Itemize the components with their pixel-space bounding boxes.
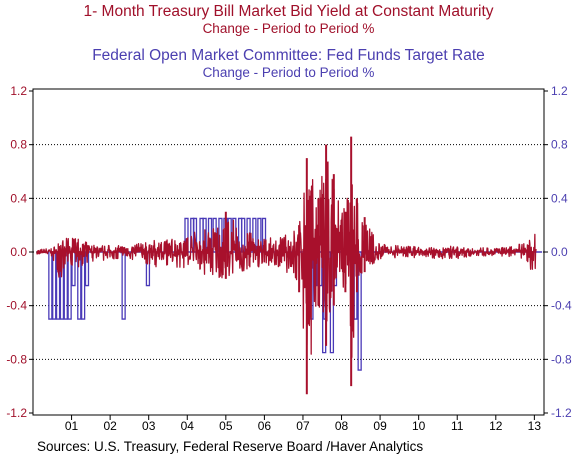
fedfunds-spike [261, 217, 267, 252]
fedfunds-spike [71, 252, 76, 287]
x-tick-label: 10 [412, 419, 426, 433]
fedfunds-spike [184, 217, 189, 252]
fedfunds-spike [257, 217, 262, 252]
x-tick-label: 08 [335, 419, 349, 433]
chart-title-series2: Federal Open Market Committee: Fed Funds… [92, 47, 485, 64]
y-tick-label-left: -0.8 [6, 352, 27, 366]
x-tick-label: 05 [219, 419, 233, 433]
y-tick-label-right: -0.8 [551, 352, 572, 366]
y-tick-label-left: -0.4 [6, 299, 27, 313]
fedfunds-spike [121, 252, 126, 320]
x-tick-label: 01 [65, 419, 79, 433]
x-tick-label: 13 [528, 419, 542, 433]
fedfunds-spike [241, 217, 246, 252]
y-tick-label-right: 0.8 [551, 138, 568, 152]
y-tick-label-right: -0.4 [551, 299, 572, 313]
source-note: Sources: U.S. Treasury, Federal Reserve … [37, 439, 424, 454]
chart-subtitle-series2: Change - Period to Period % [202, 65, 375, 80]
y-tick-label-left: 1.2 [10, 84, 27, 98]
y-tick-label-left: 0.0 [10, 245, 27, 259]
fedfunds-spike [48, 252, 53, 320]
fedfunds-spike [77, 252, 82, 320]
tbill-series-line [36, 161, 537, 358]
x-tick-label: 03 [142, 419, 156, 433]
x-tick-label: 12 [489, 419, 503, 433]
fedfunds-spike [84, 252, 90, 287]
fedfunds-spike [192, 217, 198, 252]
y-tick-label-left: 0.8 [10, 138, 27, 152]
x-tick-label: 04 [181, 419, 195, 433]
x-tick-label: 07 [296, 419, 310, 433]
fedfunds-spike [63, 252, 68, 320]
chart-title-series1: 1- Month Treasury Bill Market Bid Yield … [83, 3, 494, 20]
fedfunds-spike [252, 217, 257, 252]
y-tick-label-right: 0.4 [551, 191, 568, 205]
fedfunds-spike [67, 252, 72, 320]
y-tick-label-right: -1.2 [551, 406, 572, 420]
x-tick-label: 11 [451, 419, 464, 433]
fedfunds-spike [202, 217, 207, 252]
y-tick-label-right: 1.2 [551, 84, 568, 98]
fedfunds-spike [357, 252, 362, 371]
fedfunds-spike [55, 252, 61, 320]
x-tick-label: 02 [103, 419, 117, 433]
x-tick-label: 09 [373, 419, 387, 433]
chart-subtitle-series1: Change - Period to Period % [202, 21, 375, 36]
x-tick-label: 06 [258, 419, 272, 433]
fedfunds-spike [80, 252, 86, 320]
fedfunds-spike [52, 252, 57, 320]
y-tick-label-left: 0.4 [10, 191, 27, 205]
y-tick-label-left: -1.2 [6, 406, 27, 420]
fedfunds-spike [145, 252, 151, 287]
fedfunds-spike [59, 252, 65, 320]
y-tick-label-right: 0.0 [551, 245, 568, 259]
